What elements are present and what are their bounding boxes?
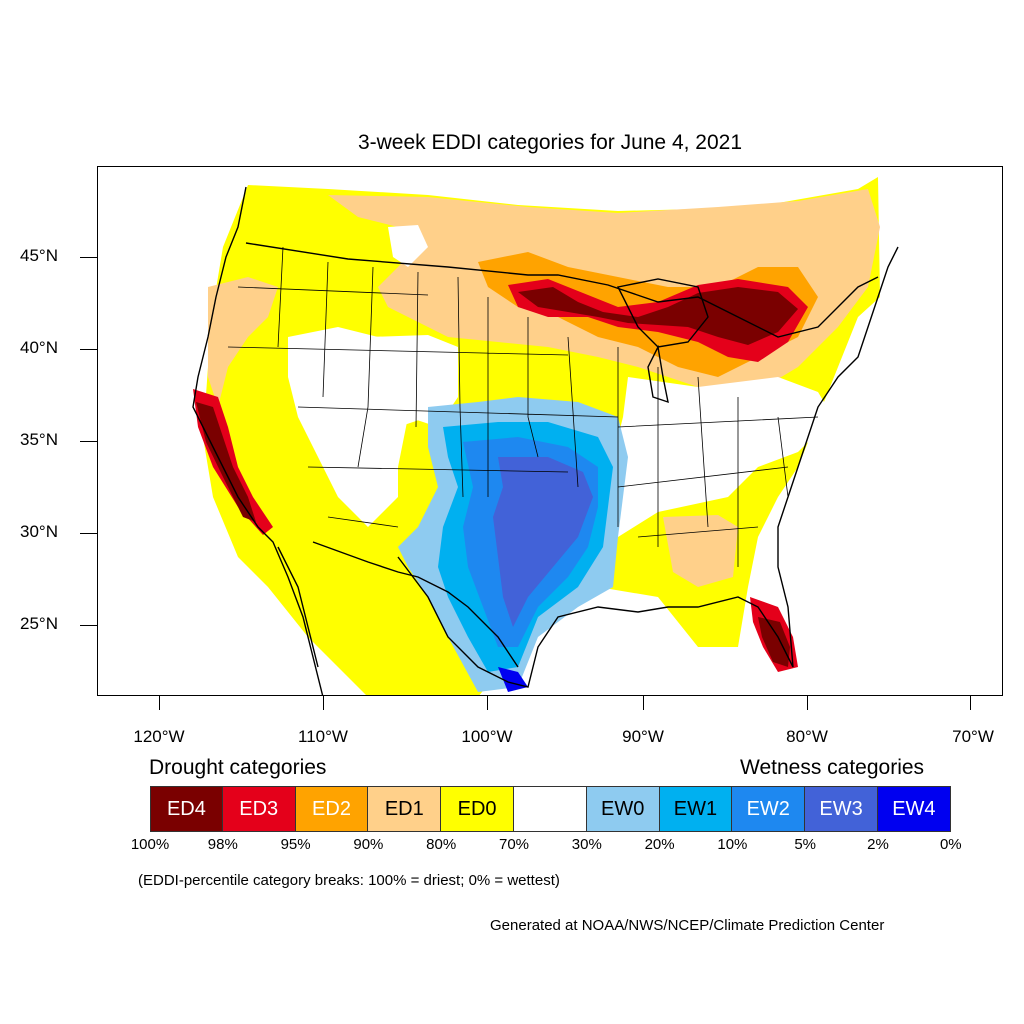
lat-tick	[80, 625, 97, 626]
legend-break-label: 10%	[717, 836, 748, 853]
neutral-east	[608, 377, 833, 537]
great-lakes	[616, 278, 709, 348]
lon-label-120: 120°W	[133, 727, 185, 746]
map-title: 3-week EDDI categories for June 4, 2021	[357, 131, 743, 154]
ed1-west	[208, 277, 278, 407]
legend-break-label: 100%	[130, 836, 170, 853]
lon-tick	[487, 696, 488, 710]
category-note: (EDDI-percentile category breaks: 100% =…	[138, 872, 560, 889]
boundaries-layer	[192, 186, 899, 695]
lon-tick	[323, 696, 324, 710]
category-legend: ED4 ED3 ED2 ED1 ED0 EW0 EW1 EW2 EW3 EW4	[150, 786, 951, 832]
lat-tick	[80, 441, 97, 442]
ew3-region	[493, 457, 593, 627]
eddi-map	[97, 166, 1003, 696]
category-fill-layer	[193, 177, 880, 695]
legend-break-label: 30%	[571, 836, 602, 853]
lat-tick	[80, 349, 97, 350]
lon-label-100: 100°W	[461, 727, 513, 746]
credit-line: Generated at NOAA/NWS/NCEP/Climate Predi…	[490, 917, 885, 934]
lat-label-30: 30°N	[20, 522, 58, 541]
lat-label-40: 40°N	[20, 338, 58, 357]
lon-label-70: 70°W	[952, 727, 994, 746]
legend-box-ed0: ED0	[441, 787, 514, 831]
legend-break-label: 95%	[280, 836, 311, 853]
legend-box-neutral	[513, 787, 587, 831]
lat-label-25: 25°N	[20, 614, 58, 633]
legend-break-label: 80%	[426, 836, 457, 853]
legend-break-label: 90%	[353, 836, 384, 853]
legend-box-ed3: ED3	[222, 787, 296, 831]
neutral-rockies	[368, 335, 458, 427]
lake-michigan	[647, 344, 669, 404]
legend-box-ew0: EW0	[586, 787, 660, 831]
neutral-canada	[388, 225, 428, 267]
lat-tick	[80, 257, 97, 258]
lat-label-45: 45°N	[20, 246, 58, 265]
legend-break-label: 5%	[794, 836, 817, 853]
legend-break-label: 2%	[867, 836, 889, 853]
state-lines-west	[227, 246, 619, 528]
legend-box-ew1: EW1	[659, 787, 733, 831]
lon-label-110: 110°W	[298, 727, 348, 746]
legend-box-ed2: ED2	[295, 787, 369, 831]
state-lines-east	[617, 347, 819, 567]
baja-coast	[277, 546, 319, 668]
lon-tick	[159, 696, 160, 710]
legend-box-ed1: ED1	[368, 787, 442, 831]
legend-box-ew3: EW3	[805, 787, 878, 831]
lon-tick	[970, 696, 971, 710]
legend-break-label: 98%	[207, 836, 238, 853]
legend-break-label: 20%	[644, 836, 675, 853]
legend-box-ed4: ED4	[150, 787, 223, 831]
drought-heading: Drought categories	[149, 756, 327, 779]
ed4-california	[196, 402, 256, 522]
ed4-florida	[758, 617, 790, 667]
lon-tick	[643, 696, 644, 710]
lon-label-90: 90°W	[622, 727, 664, 746]
legend-break-label: 0%	[939, 836, 962, 853]
legend-break-label: 70%	[498, 836, 530, 853]
lat-tick	[80, 533, 97, 534]
canada-border	[245, 242, 879, 338]
lon-label-80: 80°W	[786, 727, 828, 746]
legend-box-ew2: EW2	[732, 787, 806, 831]
mexico-border	[312, 541, 519, 668]
lon-tick	[807, 696, 808, 710]
atlantic-coastline	[777, 246, 899, 668]
west-coastline	[192, 186, 324, 695]
legend-box-ew4: EW4	[877, 787, 951, 831]
lat-label-35: 35°N	[20, 430, 58, 449]
ed4-north	[518, 287, 798, 345]
gulf-coastline	[397, 556, 794, 688]
wetness-heading: Wetness categories	[740, 756, 925, 779]
